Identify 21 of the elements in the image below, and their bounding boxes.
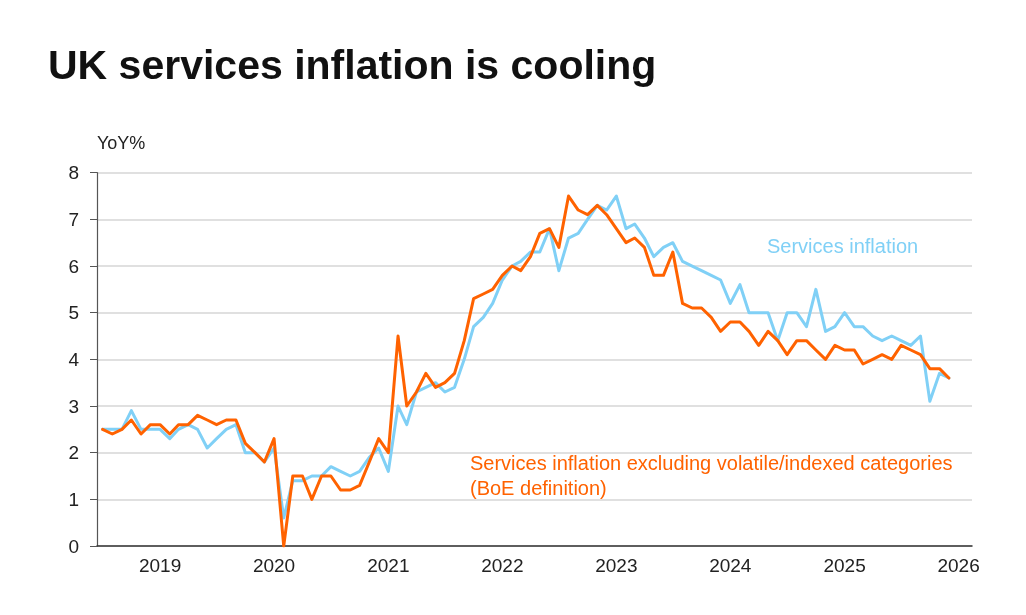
- series-label: Services inflation: [767, 234, 919, 257]
- chart-title: UK services inflation is cooling: [48, 41, 657, 88]
- y-tick-label: 5: [68, 302, 79, 324]
- y-tick-label: 1: [68, 488, 79, 510]
- x-tick-label: 2020: [252, 555, 296, 576]
- x-tick-label: 2025: [823, 555, 866, 576]
- x-tick-label: 2026: [937, 555, 980, 576]
- y-tick-label: 6: [68, 255, 79, 277]
- y-tick-label: 2: [68, 442, 79, 464]
- y-tick-label: 0: [68, 535, 79, 557]
- x-tick-label: 2023: [595, 555, 638, 576]
- text: Services inflation excluding volatile/indexed categories (BoE definition): [470, 451, 959, 499]
- x-tick-label: 2021: [367, 555, 410, 576]
- x-tick-label: 2022: [481, 555, 524, 576]
- y-tick-label: 8: [68, 162, 79, 184]
- y-axis-title: YoY%: [97, 132, 146, 153]
- y-tick-label: 4: [68, 348, 80, 370]
- x-tick-label: 2019: [138, 555, 182, 576]
- y-tick-label: 7: [68, 208, 79, 230]
- y-tick-label: 3: [68, 395, 79, 417]
- x-tick-label: 2024: [709, 555, 752, 576]
